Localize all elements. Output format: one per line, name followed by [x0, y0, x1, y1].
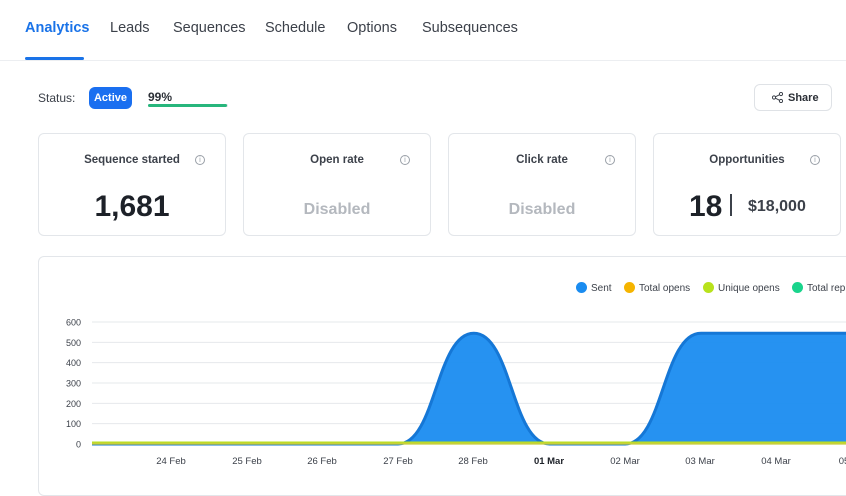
- info-icon[interactable]: i: [605, 155, 615, 165]
- y-tick-label: 300: [66, 379, 81, 389]
- info-icon[interactable]: i: [195, 155, 205, 165]
- card-click-rate: Click rate i Disabled: [448, 133, 636, 236]
- card-title: Sequence started: [84, 154, 180, 166]
- card-title: Open rate: [310, 154, 364, 166]
- progress-bar: [148, 104, 228, 107]
- click-rate-value: Disabled: [508, 201, 576, 218]
- info-icon[interactable]: i: [810, 155, 820, 165]
- y-tick-label: 100: [66, 419, 81, 429]
- x-tick-label: 28 Feb: [458, 456, 488, 467]
- sequence-started-value: 1,681: [94, 190, 170, 223]
- x-tick-label: 26 Feb: [307, 456, 337, 467]
- opportunities-count: 18: [689, 190, 723, 223]
- tab-options[interactable]: Options: [347, 20, 397, 36]
- x-tick-label: 02 Mar: [610, 456, 640, 467]
- status-badge[interactable]: Active: [89, 87, 132, 109]
- tab-leads[interactable]: Leads: [110, 20, 150, 36]
- y-tick-label: 0: [76, 440, 81, 450]
- legend-item-unique-opens[interactable]: Unique opens: [703, 282, 780, 294]
- y-tick-label: 400: [66, 358, 81, 368]
- tab-sequences[interactable]: Sequences: [173, 20, 246, 36]
- sent-area-chart: 0 100 200 300 400 500 600 24 Feb 25 Feb 26 Feb 27 …: [66, 318, 846, 467]
- tab-subsequences[interactable]: Subsequences: [422, 20, 518, 36]
- legend-label: Sent: [591, 283, 612, 294]
- share-icon: [772, 92, 783, 103]
- x-tick-label: 01 Mar: [534, 456, 564, 467]
- share-label: Share: [788, 92, 819, 104]
- tab-schedule[interactable]: Schedule: [265, 20, 326, 36]
- x-tick-label: 27 Feb: [383, 456, 413, 467]
- card-open-rate: Open rate i Disabled: [243, 133, 431, 236]
- divider: [730, 194, 732, 216]
- legend-item-sent[interactable]: Sent: [576, 282, 612, 294]
- tab-analytics[interactable]: Analytics: [25, 20, 90, 36]
- legend-label: Unique opens: [718, 283, 780, 294]
- x-tick-label: 04 Mar: [761, 456, 791, 467]
- legend-item-total-opens[interactable]: Total opens: [624, 282, 690, 294]
- card-title: Click rate: [516, 154, 568, 166]
- legend-label: Total repli: [807, 283, 846, 294]
- legend-dot: [576, 282, 587, 293]
- x-tick-label: 03 Mar: [685, 456, 715, 467]
- status-label: Status:: [38, 91, 76, 105]
- share-button[interactable]: Share: [754, 84, 832, 111]
- card-sequence-started: Sequence started i 1,681: [38, 133, 226, 236]
- y-tick-label: 500: [66, 338, 81, 348]
- open-rate-value: Disabled: [303, 201, 371, 218]
- x-tick-label: 24 Feb: [156, 456, 186, 467]
- y-tick-label: 600: [66, 318, 81, 328]
- y-tick-label: 200: [66, 399, 81, 409]
- x-tick-label: 25 Feb: [232, 456, 262, 467]
- opportunities-amount: $18,000: [748, 198, 806, 215]
- legend-dot: [624, 282, 635, 293]
- x-tick-label: 05: [839, 456, 846, 467]
- legend-dot: [792, 282, 803, 293]
- progress-bar-fill: [148, 104, 228, 107]
- legend-item-total-replies[interactable]: Total repli: [792, 282, 846, 294]
- sent-area: [92, 333, 846, 445]
- progress-percent: 99%: [148, 90, 173, 104]
- active-tab-indicator: [25, 57, 84, 60]
- card-opportunities: Opportunities i 18 $18,000: [653, 133, 841, 236]
- legend-label: Total opens: [639, 283, 691, 294]
- legend-dot: [703, 282, 714, 293]
- info-icon[interactable]: i: [400, 155, 410, 165]
- card-title: Opportunities: [709, 154, 785, 166]
- tab-bar: Analytics Leads Sequences Schedule Optio…: [0, 0, 846, 61]
